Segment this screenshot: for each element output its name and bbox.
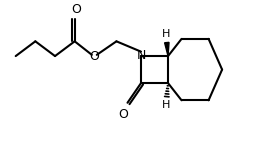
Text: O: O [89, 50, 99, 63]
Text: H: H [162, 29, 170, 39]
Text: H: H [162, 100, 170, 110]
Text: O: O [118, 108, 128, 121]
Polygon shape [164, 42, 168, 56]
Text: N: N [136, 49, 145, 62]
Text: O: O [71, 3, 81, 16]
